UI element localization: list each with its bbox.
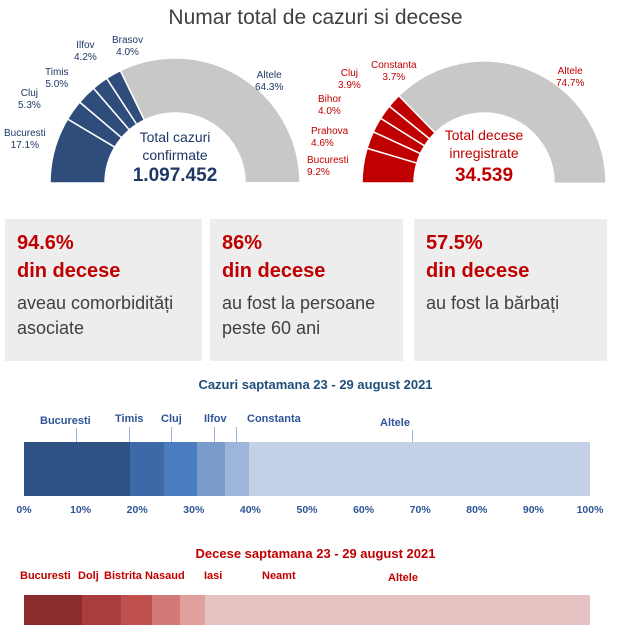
cases-label-cluj: Cluj 5.3% — [18, 88, 41, 111]
cases-label-bucuresti: Bucuresti 17.1% — [4, 128, 46, 151]
cases-week-segment-cluj — [164, 442, 198, 496]
cases-week-tick-label: 40% — [239, 504, 261, 516]
cases-week-segment-constanta — [225, 442, 249, 496]
main-title: Numar total de cazuri si decese — [168, 6, 463, 29]
cases-week-label-timis: Timis — [115, 413, 144, 425]
deaths-label-cluj: Cluj 3.9% — [338, 68, 361, 91]
deaths-week-segment-iasi — [151, 595, 180, 625]
stat-percent: 86% — [222, 232, 263, 254]
stat-description: au fost la bărbați — [426, 293, 560, 313]
deaths-label-constanta: Constanta 3.7% — [371, 60, 417, 83]
stat-box-age: 86% din decese au fost la persoane peste … — [210, 219, 403, 361]
cases-week-tick-label: 0% — [16, 504, 32, 516]
deaths-week-label-dolj: Dolj — [78, 570, 99, 582]
stat-description: aveau comorbidități asociate — [17, 293, 174, 338]
cases-week-label-altele: Altele — [380, 417, 410, 429]
deaths-label-altele: Altele 74.7% — [556, 66, 585, 89]
cases-week-leader-line — [76, 428, 77, 442]
deaths-caption: Total decese inregistrate — [444, 127, 524, 161]
deaths-week-label-neamt: Neamt — [262, 570, 296, 582]
stat-percent: 94.6% — [17, 232, 74, 254]
deaths-label-prahova: Prahova 4.6% — [311, 126, 349, 149]
stat-subtitle: din decese — [17, 260, 121, 282]
cases-week-tick-label: 70% — [409, 504, 431, 516]
cases-week-tick-label: 20% — [126, 504, 148, 516]
cases-week-label-constanta: Constanta — [247, 413, 301, 425]
deaths-week-segment-dolj — [81, 595, 122, 625]
gauges-svg — [49, 57, 607, 185]
deaths-week-title: Decese saptamana 23 - 29 august 2021 — [195, 546, 436, 561]
cases-week-segment-bucuresti — [24, 442, 131, 496]
cases-week-tick-label: 100% — [576, 504, 604, 516]
deaths-week-segment-altele — [205, 595, 590, 625]
cases-label-brasov: Brasov 4.0% — [112, 35, 144, 58]
cases-week-tick-label: 30% — [183, 504, 205, 516]
deaths-label-bihor: Bihor 4.0% — [318, 94, 342, 117]
cases-week-tick-label: 80% — [466, 504, 488, 516]
cases-caption: Total cazuri confirmate — [139, 129, 211, 163]
cases-week-leader-line — [214, 427, 215, 442]
stat-box-comorbidities: 94.6% din decese aveau comorbidități asoc… — [5, 219, 202, 361]
cases-week-tick-label: 10% — [70, 504, 92, 516]
cases-week-segment-altele — [248, 442, 590, 496]
cases-week-segment-timis — [130, 442, 165, 496]
cases-week-leader-line — [171, 427, 172, 442]
cases-week-title: Cazuri saptamana 23 - 29 august 2021 — [198, 377, 433, 392]
deaths-week-label-altele: Altele — [388, 572, 418, 584]
stat-subtitle: din decese — [222, 260, 326, 282]
cases-week-label-bucuresti: Bucuresti — [40, 415, 91, 427]
deaths-label-bucuresti: Bucuresti 9.2% — [307, 155, 349, 178]
deaths-gauge-segment-altele — [397, 60, 607, 185]
cases-label-timis: Timis 5.0% — [45, 67, 69, 90]
cases-week-leader-line — [236, 427, 237, 442]
cases-label-altele: Altele 64.3% — [255, 70, 284, 93]
deaths-total: 34.539 — [454, 165, 514, 186]
stat-box-gender: 57.5% din decese au fost la bărbați — [414, 219, 607, 361]
deaths-week-label-bistrita-nasaud: Bistrita Nasaud — [104, 570, 185, 582]
deaths-week-segment-bucuresti — [24, 595, 82, 625]
cases-week-tick-label: 60% — [353, 504, 375, 516]
cases-week-segment-ilfov — [197, 442, 226, 496]
cases-label-ilfov: Ilfov 4.2% — [74, 40, 97, 63]
cases-week-label-ilfov: Ilfov — [204, 413, 227, 425]
cases-week-tick-label: 50% — [296, 504, 318, 516]
deaths-week-segment-neamt — [179, 595, 206, 625]
cases-gauge-segment-altele — [119, 57, 301, 184]
cases-total: 1.097.452 — [132, 165, 218, 186]
deaths-week-label-iasi: Iasi — [204, 570, 223, 582]
stat-description: au fost la persoane peste 60 ani — [222, 293, 376, 338]
stat-subtitle: din decese — [426, 260, 530, 282]
deaths-week-segment-bistrita-nasaud — [121, 595, 152, 625]
cases-week-leader-line — [129, 427, 130, 442]
stat-percent: 57.5% — [426, 232, 483, 254]
cases-week-label-cluj: Cluj — [161, 413, 182, 425]
cases-week-leader-line — [412, 430, 413, 442]
deaths-week-label-bucuresti: Bucuresti — [20, 570, 71, 582]
cases-week-tick-label: 90% — [522, 504, 544, 516]
